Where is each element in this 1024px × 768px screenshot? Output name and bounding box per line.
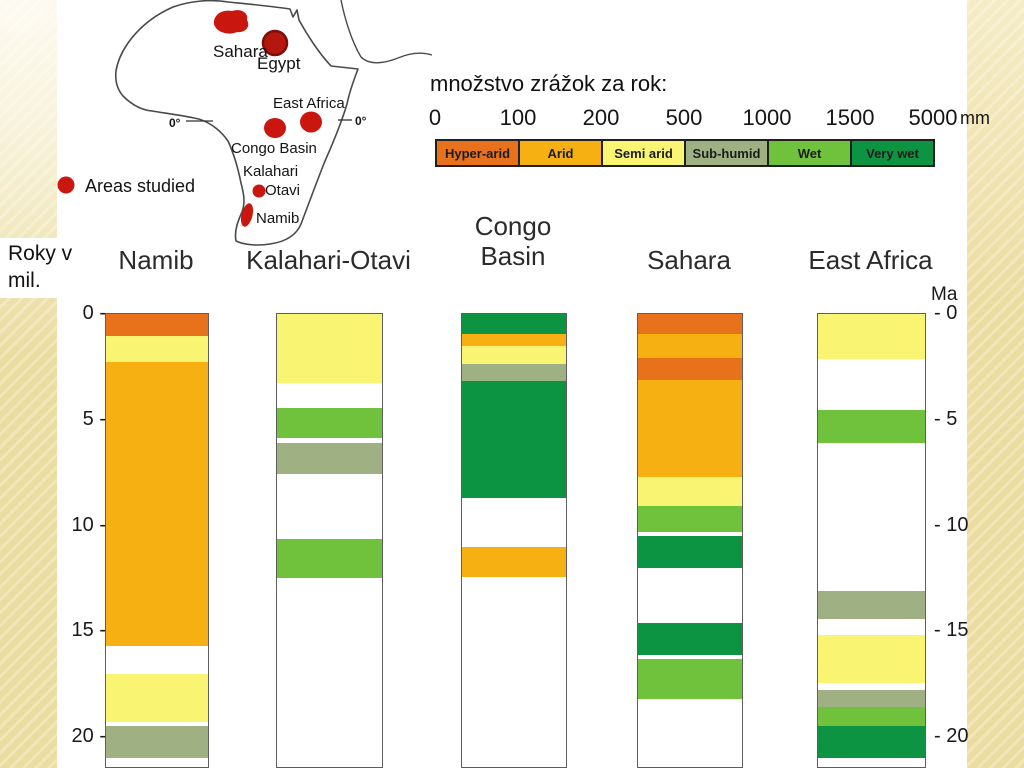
rainfall-scale-bar: 0 100 200 500 1000 1500 5000 mm Hyper-arid Arid Se… (429, 105, 990, 167)
map-label-east-africa: East Africa (273, 95, 345, 112)
band-sub_humid (277, 443, 382, 474)
scale-boundary-label: 1000 (742, 105, 792, 130)
map-label-egypt: Egypt (257, 54, 301, 73)
band-sub_humid (818, 690, 925, 708)
band-arid (638, 334, 742, 359)
scale-class-arid: Arid (518, 139, 603, 167)
east-africa-marker (300, 111, 322, 133)
scale-class-wet: Wet (767, 139, 852, 167)
climate-column-east-africa (817, 313, 926, 768)
band-wet (818, 410, 925, 443)
band-semi_arid (638, 476, 742, 507)
congo-basin-marker (264, 118, 286, 138)
scale-class-hyper_arid: Hyper-arid (435, 139, 520, 167)
climate-column-congo-basin (461, 313, 567, 768)
time-axis-right-title: Ma (931, 284, 958, 305)
band-arid (638, 379, 742, 477)
map-label-sahara: Sahara (213, 42, 268, 61)
areas-studied-icon (57, 176, 75, 194)
scale-unit-label: mm (960, 108, 990, 128)
left-tick-20: 20 - (71, 725, 106, 747)
band-semi_arid (106, 336, 208, 362)
otavi-marker (252, 184, 266, 198)
map-label-congo-basin: Congo Basin (231, 140, 317, 157)
arabia-outline (340, 0, 433, 64)
band-wet (277, 408, 382, 438)
right-tick-20: - 20 (934, 725, 969, 747)
band-wet (277, 539, 382, 579)
left-tick-15: 15 - (71, 619, 106, 642)
climate-column-sahara (637, 313, 743, 768)
band-hyper_arid (106, 314, 208, 337)
scale-boundary-label: 0 (428, 105, 442, 130)
band-wet (638, 658, 742, 699)
band-very_wet (818, 726, 925, 759)
band-semi_arid (106, 673, 208, 723)
right-tick-0: - 0 (934, 302, 958, 324)
scale-boundary-label: 5000 (908, 105, 958, 130)
band-very_wet (638, 536, 742, 568)
band-wet (638, 506, 742, 532)
rainfall-title: množstvo zrážok za rok: (430, 71, 668, 96)
equator-label-right: 0° (355, 114, 367, 128)
climate-column-namib (105, 313, 209, 768)
africa-map: 0° 0° Sahara Egypt East Africa Congo Bas… (57, 0, 433, 246)
right-tick-10: - 10 (934, 513, 969, 536)
column-header-kalahari-otavi: Kalahari-Otavi (246, 245, 411, 275)
climate-column-kalahari-otavi (276, 313, 383, 768)
band-sub_humid (818, 591, 925, 619)
column-header-namib: Namib (118, 245, 194, 275)
band-semi_arid (818, 314, 925, 360)
right-tick-5: - 5 (934, 407, 958, 430)
band-sub_humid (462, 363, 566, 381)
column-header-east-africa: East Africa (808, 245, 933, 275)
map-label-namib: Namib (256, 210, 299, 227)
left-tick-5: 5 - (82, 407, 106, 430)
band-very_wet (462, 380, 566, 498)
scale-boundary-label: 500 (665, 105, 703, 130)
band-arid (106, 361, 208, 647)
scale-class-sub_humid: Sub-humid (684, 139, 769, 167)
column-header-sahara: Sahara (647, 245, 731, 275)
band-semi_arid (818, 635, 925, 684)
band-very_wet (638, 622, 742, 655)
areas-studied-label: Areas studied (85, 176, 195, 196)
band-very_wet (462, 314, 566, 335)
scale-boundary-label: 100 (499, 105, 537, 130)
map-label-otavi: Otavi (265, 182, 300, 199)
band-hyper_arid (638, 358, 742, 380)
band-arid (462, 546, 566, 578)
band-arid (462, 334, 566, 346)
left-tick-0: 0 - (82, 302, 106, 324)
band-sub_humid (106, 726, 208, 759)
africa-outline (114, 0, 359, 246)
scale-boundary-label: 200 (582, 105, 620, 130)
column-header-congo-basin: Congo Basin (474, 211, 552, 271)
equator-label-left: 0° (169, 116, 181, 130)
sahara-marker (213, 10, 249, 34)
scale-boundary-label: 1500 (825, 105, 875, 130)
band-semi_arid (277, 314, 382, 383)
scale-class-very_wet: Very wet (850, 139, 935, 167)
band-hyper_arid (638, 314, 742, 335)
left-tick-10: 10 - (71, 513, 106, 536)
scale-class-semi_arid: Semi arid (601, 139, 686, 167)
right-tick-15: - 15 (934, 619, 969, 642)
namib-marker (240, 203, 254, 227)
band-semi_arid (462, 345, 566, 364)
egypt-marker (261, 29, 289, 57)
time-axis-left-title: Roky v mil. (0, 238, 97, 298)
map-label-kalahari: Kalahari (243, 163, 298, 180)
band-wet (818, 707, 925, 727)
